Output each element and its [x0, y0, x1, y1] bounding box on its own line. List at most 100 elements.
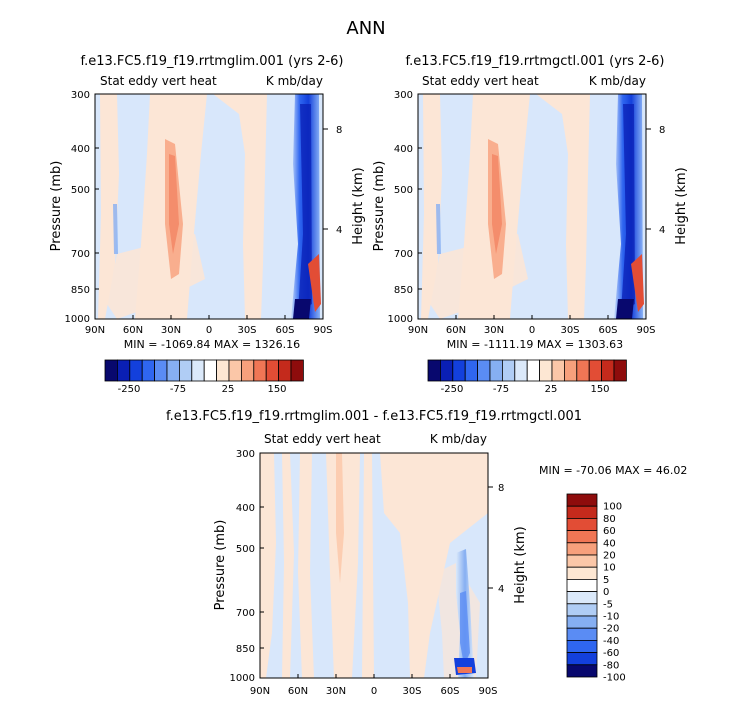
y-tick-label: 300	[236, 449, 255, 460]
x-tick-label: 30N	[326, 686, 346, 697]
y-tick-label: 400	[71, 144, 90, 155]
panel-1-y-axis: 300 400 500 700 850 1000	[65, 90, 99, 325]
colorbar-swatch	[104, 359, 118, 382]
y-right-tick-label: 4	[498, 584, 504, 595]
panel-2-y-label: Pressure (mb)	[372, 161, 387, 252]
x-tick-label: 60S	[275, 325, 294, 336]
colorbar-label: -10	[603, 612, 619, 623]
panel-1-y-right-label: Height (km)	[351, 167, 366, 244]
colorbar-swatch	[228, 359, 242, 382]
panel-1-plot	[95, 94, 323, 319]
colorbar-label: 25	[545, 384, 558, 395]
y-tick-label: 300	[71, 90, 90, 101]
panel-2: f.e13.FC5.f19_f19.rrtmgctl.001 (yrs 2-6)…	[372, 54, 689, 395]
colorbar-swatch	[566, 652, 598, 666]
colorbar-swatch	[566, 603, 598, 617]
colorbar-swatch	[588, 359, 603, 382]
panel-2-y-right-label: Height (km)	[674, 167, 689, 244]
panel-3-subtitle-left: Stat eddy vert heat	[264, 432, 381, 446]
y-tick-label: 500	[71, 185, 90, 196]
panel-3-y-axis: 300 400 500 700 850 1000	[230, 449, 264, 684]
colorbar-swatch	[253, 359, 267, 382]
panel-2-subtitle-left: Stat eddy vert heat	[422, 74, 539, 88]
y-right-tick-label: 4	[659, 225, 665, 236]
colorbar-swatch	[290, 359, 304, 382]
colorbar-swatch	[154, 359, 168, 382]
y-right-tick-label: 4	[336, 225, 342, 236]
colorbar-swatch	[526, 359, 541, 382]
colorbar-swatch	[566, 505, 598, 519]
colorbar-swatch	[539, 359, 553, 382]
panel-3-title: f.e13.FC5.f19_f19.rrtmglim.001 - f.e13.F…	[166, 409, 582, 424]
colorbar-swatch	[216, 359, 230, 382]
colorbar-swatch	[178, 359, 193, 382]
colorbar-swatch	[240, 359, 255, 382]
panel-3-x-axis: 90N 60N 30N 0 30S 60S 90S	[250, 674, 498, 697]
x-tick-label: 30N	[484, 325, 504, 336]
y-tick-label: 400	[236, 503, 255, 514]
colorbar-label: 150	[590, 384, 609, 395]
y-tick-label: 1000	[65, 314, 90, 325]
colorbar-swatch	[566, 493, 598, 507]
colorbar-swatch	[191, 359, 205, 382]
colorbar-label: 20	[603, 551, 616, 562]
colorbar-label: -20	[603, 624, 619, 635]
x-tick-label: 90S	[478, 686, 497, 697]
colorbar-label: -100	[603, 673, 626, 684]
colorbar-label: -40	[603, 636, 619, 647]
panel-1-title: f.e13.FC5.f19_f19.rrtmglim.001 (yrs 2-6)	[80, 54, 343, 69]
panel-1-x-axis: 90N 60N 30N 0 30S 60S 90S	[85, 315, 333, 336]
panel-2-subtitle-right: K mb/day	[589, 74, 646, 88]
colorbar-swatch	[576, 359, 590, 382]
y-right-tick-label: 8	[659, 125, 665, 136]
panel-1-subtitle-right: K mb/day	[266, 74, 323, 88]
colorbar-label: 0	[603, 587, 609, 598]
colorbar-label: 100	[603, 502, 622, 513]
colorbar-swatch	[464, 359, 479, 382]
panel-3-y-right-axis: 8 4	[488, 483, 504, 595]
x-tick-label: 90N	[85, 325, 105, 336]
colorbar-label: -60	[603, 648, 619, 659]
panel-2-colorbar: -250 -75 25 150	[427, 359, 627, 395]
colorbar-swatches	[427, 359, 627, 382]
colorbar-swatch	[166, 359, 180, 382]
panel-1-y-right-axis: 8 4	[323, 125, 342, 236]
colorbar-label: -80	[603, 660, 619, 671]
colorbar-swatch	[566, 640, 598, 654]
colorbar-label: 150	[267, 384, 286, 395]
x-tick-label: 30S	[402, 686, 421, 697]
panel-1: f.e13.FC5.f19_f19.rrtmglim.001 (yrs 2-6)…	[49, 54, 366, 395]
x-tick-label: 30S	[237, 325, 256, 336]
colorbar-swatch	[566, 554, 598, 568]
y-tick-label: 850	[71, 285, 90, 296]
colorbar-swatch	[489, 359, 503, 382]
colorbar-swatch	[477, 359, 491, 382]
x-tick-label: 0	[371, 686, 377, 697]
colorbar-label: 80	[603, 514, 616, 525]
y-tick-label: 300	[394, 90, 413, 101]
colorbar-swatch	[501, 359, 516, 382]
colorbar-swatch	[566, 566, 598, 580]
panel-1-y-label: Pressure (mb)	[49, 161, 64, 252]
x-tick-label: 0	[529, 325, 535, 336]
x-tick-label: 60N	[288, 686, 308, 697]
panel-2-y-right-axis: 8 4	[646, 125, 665, 236]
colorbar-label: 10	[603, 563, 616, 574]
y-tick-label: 1000	[230, 673, 255, 684]
figure-title: ANN	[346, 18, 385, 39]
colorbar-swatch	[566, 579, 598, 593]
x-tick-label: 30S	[560, 325, 579, 336]
panel-3-stats: MIN = -70.06 MAX = 46.02	[539, 464, 687, 477]
colorbar-swatch	[566, 615, 598, 629]
colorbar-swatches	[566, 493, 598, 678]
colorbar-swatch	[439, 359, 454, 382]
y-tick-label: 700	[394, 249, 413, 260]
colorbar-swatch	[203, 359, 217, 382]
x-tick-label: 60S	[440, 686, 459, 697]
x-tick-label: 60N	[446, 325, 466, 336]
colorbar-swatch	[278, 359, 292, 382]
panel-1-colorbar: -250 -75 25 150	[104, 359, 304, 395]
y-tick-label: 700	[71, 249, 90, 260]
